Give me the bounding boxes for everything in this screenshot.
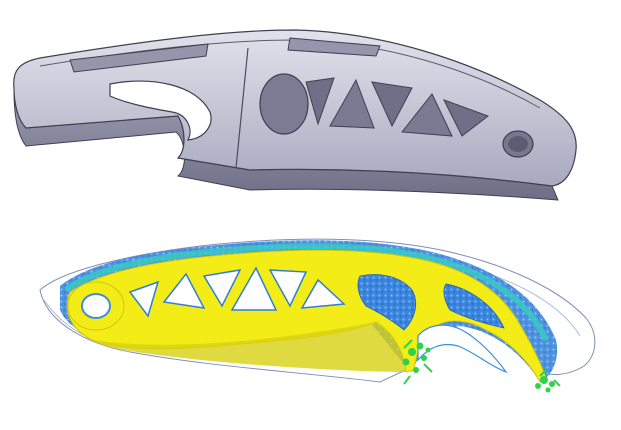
fixture-marker-cluster	[535, 369, 561, 393]
boss-hole-left	[81, 293, 111, 319]
truss-opening	[230, 266, 278, 311]
cad-bracket-model	[13, 29, 577, 201]
ghost-envelope-outline	[39, 238, 596, 383]
cad-bracket-truss-cutout	[401, 93, 453, 137]
solid-material-shade	[92, 322, 406, 372]
cad-bracket-seam	[235, 47, 249, 169]
hook-cutout	[417, 324, 508, 374]
cad-bracket-hook-notch	[109, 80, 212, 141]
lattice-region	[357, 274, 417, 331]
cad-bracket-slot-right	[287, 37, 381, 57]
lattice-region	[443, 283, 505, 329]
cad-bracket-truss-cutout	[329, 78, 375, 129]
cad-bracket-truss-cutout	[442, 99, 490, 137]
cad-bracket-truss-cutout	[305, 77, 335, 126]
topology-result-model	[39, 238, 596, 393]
truss-opening	[162, 272, 206, 309]
cad-bracket-mount-hole-inner	[508, 136, 528, 152]
truss-opening	[202, 269, 242, 308]
cad-bracket-truss-cutout	[371, 81, 413, 128]
cad-bracket-oval-cutout	[259, 73, 309, 135]
truss-opening	[300, 278, 346, 309]
load-marker-cluster	[402, 339, 433, 385]
truss-opening	[268, 269, 308, 308]
transition-band	[64, 243, 549, 342]
cad-bracket-slot	[69, 43, 209, 73]
truss-opening	[128, 280, 160, 318]
